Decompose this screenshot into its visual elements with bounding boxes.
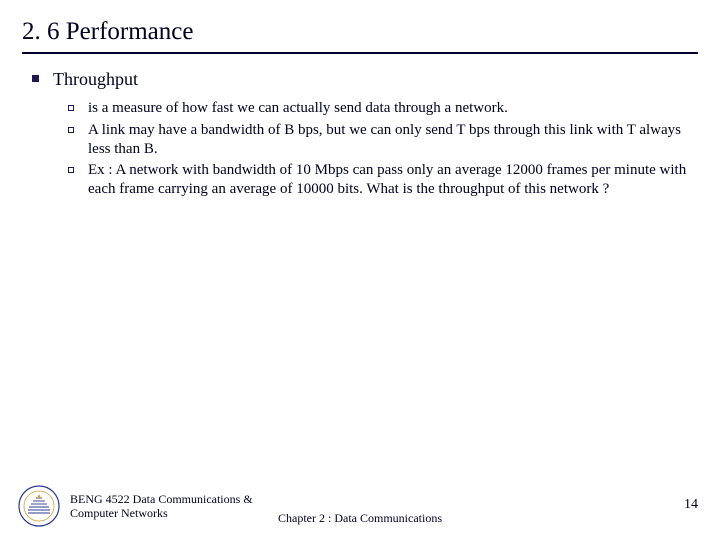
hollow-square-bullet-icon [68, 127, 74, 133]
footer-chapter: Chapter 2 : Data Communications [278, 511, 442, 526]
slide-title: 2. 6 Performance [22, 18, 698, 54]
topic-row: Throughput [32, 68, 698, 91]
hollow-square-bullet-icon [68, 167, 74, 173]
square-bullet-icon [32, 75, 39, 82]
topic-text: Throughput [53, 68, 138, 91]
university-logo-icon [18, 485, 60, 527]
page-number: 14 [684, 497, 698, 515]
points-list: is a measure of how fast we can actually… [68, 99, 698, 199]
slide-footer: BENG 4522 Data Communications & Computer… [0, 482, 720, 540]
footer-course-line1: BENG 4522 Data Communications & [70, 492, 253, 506]
point-text: Ex : A network with bandwidth of 10 Mbps… [88, 161, 688, 199]
list-item: A link may have a bandwidth of B bps, bu… [68, 121, 698, 159]
footer-course: BENG 4522 Data Communications & Computer… [70, 492, 253, 521]
list-item: Ex : A network with bandwidth of 10 Mbps… [68, 161, 698, 199]
footer-course-line2: Computer Networks [70, 506, 168, 520]
slide: 2. 6 Performance Throughput is a measure… [0, 0, 720, 540]
point-text: A link may have a bandwidth of B bps, bu… [88, 121, 688, 159]
point-text: is a measure of how fast we can actually… [88, 99, 508, 118]
list-item: is a measure of how fast we can actually… [68, 99, 698, 118]
hollow-square-bullet-icon [68, 105, 74, 111]
